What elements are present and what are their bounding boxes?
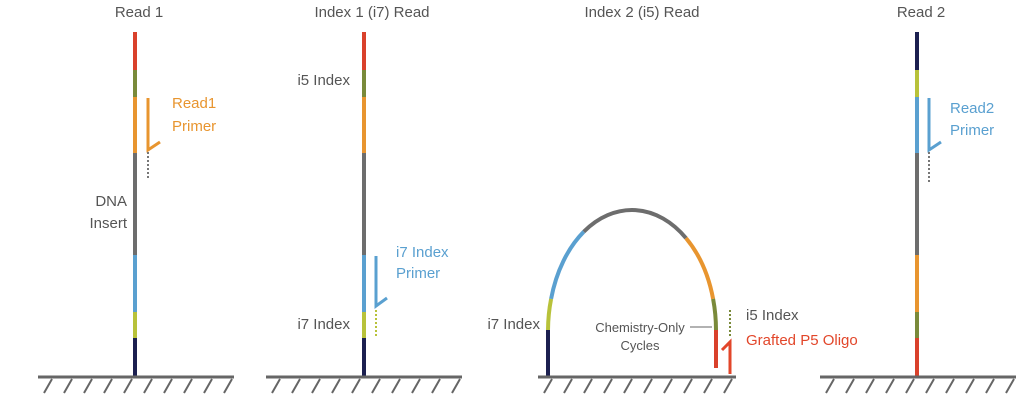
label: i7 Index bbox=[297, 316, 350, 333]
primer bbox=[927, 98, 942, 153]
label: Primer bbox=[396, 265, 440, 282]
ground bbox=[38, 375, 1016, 394]
label: DNA bbox=[95, 193, 127, 210]
primer bbox=[146, 98, 161, 153]
oligo bbox=[720, 338, 732, 374]
panel-title: Index 2 (i5) Read bbox=[584, 4, 699, 21]
panel-title: Read 1 bbox=[115, 4, 163, 21]
label: i7 Index bbox=[396, 244, 449, 261]
label: Primer bbox=[950, 122, 994, 139]
panel-title: Read 2 bbox=[897, 4, 945, 21]
label: i5 Index bbox=[746, 307, 799, 324]
label: i7 Index bbox=[487, 316, 540, 333]
label: Cycles bbox=[620, 338, 660, 353]
label: i5 Index bbox=[297, 72, 350, 89]
label: Read1 bbox=[172, 95, 216, 112]
label: Grafted P5 Oligo bbox=[746, 332, 858, 349]
label: Insert bbox=[89, 215, 127, 232]
label: Primer bbox=[172, 118, 216, 135]
primer bbox=[374, 256, 388, 309]
strand bbox=[546, 208, 718, 376]
label: Read2 bbox=[950, 100, 994, 117]
label: Chemistry-Only bbox=[595, 320, 685, 335]
panel-title: Index 1 (i7) Read bbox=[314, 4, 429, 21]
